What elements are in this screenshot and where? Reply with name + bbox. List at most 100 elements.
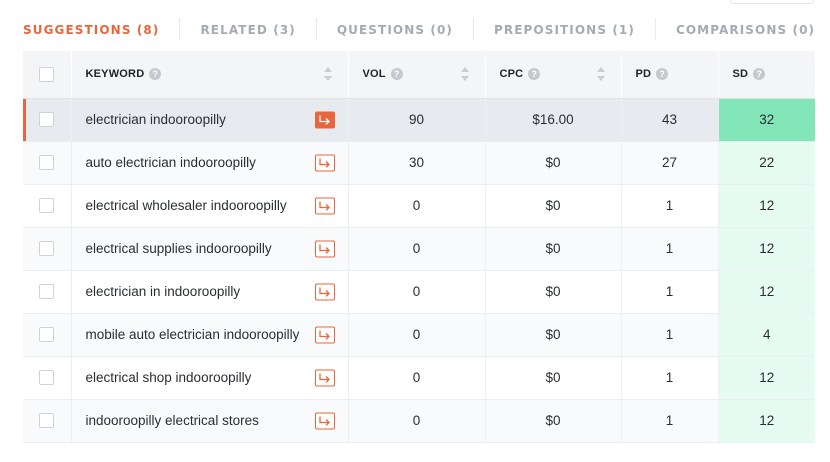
question-circle-icon[interactable]: ? <box>528 68 541 81</box>
pd-cell: 1 <box>620 399 718 443</box>
table-row[interactable]: electrical supplies indooroopilly 0 $0 1… <box>23 227 815 271</box>
pd-cell: 1 <box>620 356 718 400</box>
tab-bar: SUGGESTIONS (8) RELATED (3) QUESTIONS (0… <box>23 14 815 44</box>
row-select-cell <box>23 399 71 443</box>
arrow-out-icon[interactable] <box>314 197 335 214</box>
row-checkbox[interactable] <box>39 413 54 428</box>
pd-cell: 27 <box>620 141 718 185</box>
header-keyword-label: KEYWORD <box>85 68 145 81</box>
tab-divider <box>179 18 181 40</box>
keyword-text[interactable]: electrical supplies indooroopilly <box>85 241 272 256</box>
row-select-cell <box>23 356 71 400</box>
row-select-cell <box>23 141 71 185</box>
row-checkbox[interactable] <box>39 198 54 213</box>
sd-cell: 12 <box>717 356 815 400</box>
tab-prepositions[interactable]: PREPOSITIONS (1) <box>493 22 635 37</box>
table-row[interactable]: mobile auto electrician indooroopilly 0 … <box>23 313 815 357</box>
table-row[interactable]: electrician indooroopilly 90 $16.00 43 3… <box>23 98 815 142</box>
arrow-out-icon[interactable] <box>314 154 335 171</box>
pd-cell: 1 <box>620 313 718 357</box>
sd-cell: 12 <box>717 227 815 271</box>
top-right-box <box>730 0 814 4</box>
cpc-cell: $16.00 <box>484 98 621 142</box>
vol-cell: 90 <box>347 98 485 142</box>
arrow-out-icon[interactable] <box>314 283 335 300</box>
keyword-text[interactable]: electrical wholesaler indooroopilly <box>85 198 287 213</box>
row-select-cell <box>23 98 71 142</box>
select-all-checkbox[interactable] <box>39 66 54 82</box>
keyword-cell[interactable]: electrical shop indooroopilly <box>70 356 348 400</box>
tab-comparisons[interactable]: COMPARISONS (0) <box>675 22 816 37</box>
row-select-cell <box>23 313 71 357</box>
vol-cell: 0 <box>347 227 485 271</box>
arrow-out-icon[interactable] <box>314 111 335 128</box>
keyword-text[interactable]: auto electrician indooroopilly <box>85 155 256 170</box>
keyword-cell[interactable]: electrical supplies indooroopilly <box>70 227 348 271</box>
sd-cell: 22 <box>717 141 815 185</box>
arrow-out-icon[interactable] <box>314 369 335 386</box>
arrow-out-icon[interactable] <box>314 412 335 429</box>
vol-cell: 0 <box>347 313 485 357</box>
vol-cell: 0 <box>347 399 485 443</box>
table-row[interactable]: electrical shop indooroopilly 0 $0 1 12 <box>23 356 815 400</box>
question-circle-icon[interactable]: ? <box>753 68 766 81</box>
keyword-text[interactable]: indooroopilly electrical stores <box>85 413 259 428</box>
table-body: electrician indooroopilly 90 $16.00 43 3… <box>23 98 815 443</box>
cpc-cell: $0 <box>484 356 621 400</box>
arrow-out-icon[interactable] <box>314 240 335 257</box>
sd-cell: 32 <box>717 98 815 142</box>
vol-cell: 0 <box>347 184 485 228</box>
header-sd-label: SD <box>732 68 749 81</box>
header-vol-label: VOL <box>362 68 386 81</box>
header-cpc[interactable]: CPC ? <box>484 51 621 99</box>
table-header-row: KEYWORD ? VOL ? CPC ? <box>23 51 815 99</box>
row-select-cell <box>23 184 71 228</box>
cpc-cell: $0 <box>484 227 621 271</box>
keyword-cell[interactable]: indooroopilly electrical stores <box>70 399 348 443</box>
keyword-cell[interactable]: electrical wholesaler indooroopilly <box>70 184 348 228</box>
sd-cell: 12 <box>717 399 815 443</box>
row-checkbox[interactable] <box>39 155 54 170</box>
tab-divider <box>315 18 317 40</box>
sort-arrows-icon[interactable] <box>460 67 469 82</box>
header-vol[interactable]: VOL ? <box>347 51 485 99</box>
row-checkbox[interactable] <box>39 241 54 256</box>
keyword-text[interactable]: mobile auto electrician indooroopilly <box>85 327 300 342</box>
question-circle-icon[interactable]: ? <box>656 68 669 81</box>
tab-related[interactable]: RELATED (3) <box>200 22 296 37</box>
cpc-cell: $0 <box>484 184 621 228</box>
tab-questions[interactable]: QUESTIONS (0) <box>336 22 453 37</box>
header-sd[interactable]: SD ? <box>717 51 815 99</box>
keyword-cell[interactable]: auto electrician indooroopilly <box>70 141 348 185</box>
row-checkbox[interactable] <box>39 327 54 342</box>
sort-arrows-icon[interactable] <box>596 67 605 82</box>
arrow-out-icon[interactable] <box>314 326 335 343</box>
header-pd[interactable]: PD ? <box>620 51 718 99</box>
pd-cell: 43 <box>620 98 718 142</box>
keyword-cell[interactable]: mobile auto electrician indooroopilly <box>70 313 348 357</box>
sort-arrows-icon[interactable] <box>323 67 332 82</box>
row-checkbox[interactable] <box>39 370 54 385</box>
sd-cell: 4 <box>717 313 815 357</box>
table-row[interactable]: auto electrician indooroopilly 30 $0 27 … <box>23 141 815 185</box>
tab-suggestions[interactable]: SUGGESTIONS (8) <box>23 22 160 37</box>
header-keyword[interactable]: KEYWORD ? <box>70 51 348 99</box>
row-checkbox[interactable] <box>39 284 54 299</box>
row-checkbox[interactable] <box>39 112 54 127</box>
keyword-text[interactable]: electrical shop indooroopilly <box>85 370 252 385</box>
question-circle-icon[interactable]: ? <box>390 68 403 81</box>
question-circle-icon[interactable]: ? <box>149 68 162 81</box>
keyword-text[interactable]: electrician in indooroopilly <box>85 284 241 299</box>
pd-cell: 1 <box>620 227 718 271</box>
cpc-cell: $0 <box>484 399 621 443</box>
keyword-text[interactable]: electrician indooroopilly <box>85 112 226 127</box>
table-row[interactable]: electrical wholesaler indooroopilly 0 $0… <box>23 184 815 228</box>
table-row[interactable]: electrician in indooroopilly 0 $0 1 12 <box>23 270 815 314</box>
keyword-cell[interactable]: electrician indooroopilly <box>70 98 348 142</box>
tab-divider <box>472 18 474 40</box>
sd-cell: 12 <box>717 270 815 314</box>
pd-cell: 1 <box>620 184 718 228</box>
sd-cell: 12 <box>717 184 815 228</box>
keyword-cell[interactable]: electrician in indooroopilly <box>70 270 348 314</box>
table-row[interactable]: indooroopilly electrical stores 0 $0 1 1… <box>23 399 815 443</box>
